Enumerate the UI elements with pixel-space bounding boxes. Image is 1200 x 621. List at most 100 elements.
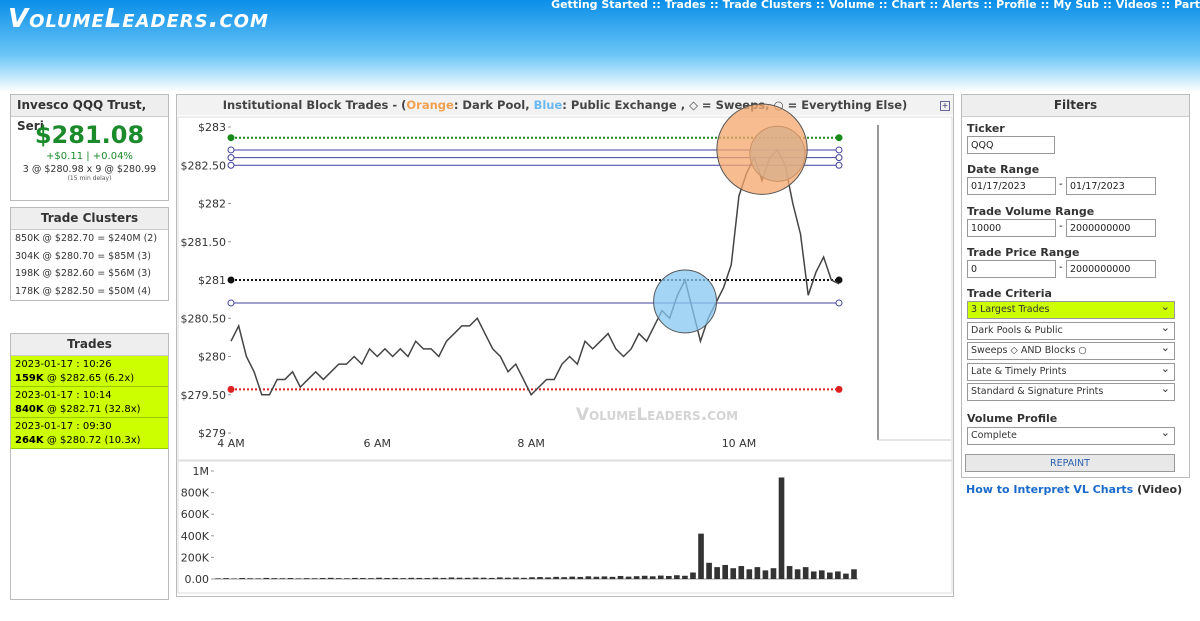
volume-bar (368, 578, 374, 579)
expand-icon[interactable]: + (940, 101, 950, 111)
cluster-row[interactable]: 304K @ $280.70 = $85M (3) (15, 250, 151, 262)
volume-bar (609, 576, 616, 579)
trade-row[interactable]: 2023-01-17 : 09:30 264K @ $280.72 (10.3x) (11, 418, 168, 449)
cluster-row[interactable]: 178K @ $282.50 = $50M (4) (15, 285, 151, 297)
nav-separator: :: (709, 0, 719, 11)
level-end (227, 161, 235, 169)
nav-separator: :: (878, 0, 888, 11)
nav-link[interactable]: My Sub (1053, 0, 1099, 11)
ticker-input[interactable]: QQQ (967, 136, 1055, 154)
chart-panel: Institutional Block Trades - (Orange: Da… (176, 94, 954, 597)
nav-link[interactable]: Trade Clusters (722, 0, 812, 11)
label: Trade Volume Range (967, 205, 1095, 218)
volume-bar (327, 577, 334, 579)
volume-to[interactable]: 2000000000 (1066, 219, 1156, 237)
criteria-select[interactable]: 3 Largest Trades (967, 299, 1175, 319)
volume-from[interactable]: 10000 (967, 219, 1056, 237)
title-blue: Blue (533, 98, 563, 112)
volume-bar (553, 576, 559, 579)
cluster-row[interactable]: 850K @ $282.70 = $240M (2) (15, 233, 158, 244)
criteria-select[interactable]: Late & Timely Prints (967, 361, 1175, 381)
volume-bar (738, 566, 745, 579)
help: How to Interpret VL Charts (Video) (966, 483, 1182, 496)
volume-bar (287, 578, 294, 579)
trade-row[interactable]: 2023-01-17 : 10:14 840K @ $282.71 (32.8x) (11, 387, 168, 418)
y-tick-label: $280.50 (181, 312, 227, 325)
trade-time: 2023-01-17 : 10:26 (15, 359, 112, 370)
volume-bar (762, 570, 769, 579)
volume-bar (746, 569, 753, 579)
volume-bar (263, 577, 270, 579)
nav-link[interactable]: Getting Started (551, 0, 648, 11)
nav-link[interactable]: Part (1174, 0, 1200, 11)
volume-bar (271, 578, 278, 579)
trade-detail: 840K @ $282.71 (32.8x) (15, 403, 164, 417)
help-link[interactable]: How to Interpret VL Charts (966, 483, 1134, 496)
nav-link[interactable]: Profile (996, 0, 1037, 11)
x-tick-label: 6 AM (363, 437, 391, 450)
volume-bar (794, 569, 801, 579)
volume-bar (472, 577, 479, 579)
volume-bar (496, 577, 503, 579)
trade-time: 2023-01-17 : 09:30 (15, 421, 112, 432)
price-to[interactable]: 2000000000 (1066, 260, 1156, 278)
nav-separator: :: (929, 0, 939, 11)
nav-link[interactable]: Trades (664, 0, 706, 11)
volume-bar (215, 578, 221, 579)
volume-bar (295, 578, 302, 579)
level-end (227, 299, 235, 307)
volume-bar (714, 567, 720, 579)
trade-price: @ $282.71 (32.8x) (46, 404, 141, 415)
trade-row[interactable]: 2023-01-17 : 10:26 159K @ $282.65 (6.2x) (11, 356, 168, 387)
date-to[interactable]: 01/17/2023 (1066, 177, 1156, 195)
price-frame (177, 116, 953, 461)
panel-title: Institutional Block Trades - (Orange: Da… (177, 95, 953, 115)
date-from[interactable]: 01/17/2023 (967, 177, 1056, 195)
trade-detail: 159K @ $282.65 (6.2x) (15, 372, 164, 386)
clusters-title: Trade Clusters (11, 208, 168, 230)
profile-select[interactable]: Complete (967, 425, 1175, 445)
volume-bar (352, 577, 358, 579)
label: Date Range (967, 163, 1040, 176)
separator: - (1059, 179, 1063, 190)
volume-bar (344, 578, 350, 579)
volume-bar (231, 578, 237, 579)
title-text: Institutional Block Trades - ( (222, 98, 407, 112)
title-text: : Dark Pool, (453, 98, 534, 112)
trade-time: 2023-01-17 : 10:14 (15, 390, 112, 401)
filters-box: Filters (961, 94, 1190, 478)
quote-line: 3 @ $280.98 x 9 @ $280.99 (22, 164, 157, 175)
volume-bar (657, 575, 664, 579)
y-tick-label: 0.00 (185, 573, 210, 586)
x-tick-label: 4 AM (217, 437, 245, 450)
trade-size: 264K (15, 435, 44, 446)
criteria-select[interactable]: Standard & Signature Prints (967, 381, 1175, 401)
watermark: VolumeLeaders.com (576, 405, 738, 425)
criteria-select[interactable]: Dark Pools & Public (967, 320, 1175, 340)
volume-bar (561, 577, 567, 579)
criteria-select[interactable]: Sweeps ◇ AND Blocks ○ (967, 340, 1175, 360)
volume-bar (464, 577, 471, 579)
logo[interactable]: VolumeLeaders.com (8, 4, 269, 34)
repaint-button[interactable]: REPAINT (965, 454, 1175, 472)
volume-bar (448, 577, 455, 579)
volume-bar (601, 576, 608, 579)
level-end (835, 161, 843, 169)
nav-link[interactable]: Videos (1115, 0, 1158, 11)
nav-link[interactable]: Chart (891, 0, 926, 11)
volume-bar (223, 578, 229, 579)
volume-bar (239, 578, 245, 579)
cluster-row[interactable]: 198K @ $282.60 = $56M (3) (15, 268, 151, 279)
volume-bar (303, 578, 310, 579)
trades-title: Trades (11, 334, 168, 356)
trades-box: Trades 2023-01-17 : 10:26 159K @ $282.65 … (10, 333, 169, 600)
y-tick-label: 1M (193, 465, 210, 478)
nav-link[interactable]: Alerts (942, 0, 980, 11)
volume-bar (247, 578, 254, 579)
label: Trade Criteria (967, 287, 1052, 300)
nav-link[interactable]: Volume (828, 0, 875, 11)
price-from[interactable]: 0 (967, 260, 1056, 278)
volume-bar (424, 578, 431, 579)
level-end (835, 146, 843, 154)
y-tick-label: $283 (198, 121, 226, 134)
